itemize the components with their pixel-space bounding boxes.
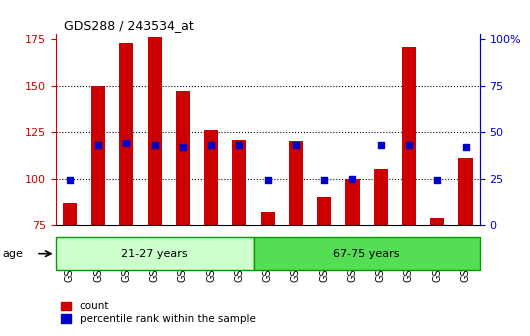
- Point: [405, 142, 413, 148]
- Text: GDS288 / 243534_at: GDS288 / 243534_at: [64, 19, 194, 33]
- Point: [320, 178, 329, 183]
- Point: [122, 141, 130, 146]
- Bar: [402, 47, 416, 225]
- Point: [94, 142, 102, 148]
- Text: 67-75 years: 67-75 years: [333, 249, 400, 259]
- Point: [461, 144, 470, 150]
- Bar: [56, 237, 253, 270]
- Legend: count, percentile rank within the sample: count, percentile rank within the sample: [61, 301, 255, 324]
- Bar: [289, 141, 303, 225]
- Point: [348, 176, 357, 181]
- Bar: [204, 130, 218, 225]
- Text: age: age: [3, 249, 23, 259]
- Bar: [91, 86, 105, 225]
- Point: [66, 178, 74, 183]
- Bar: [261, 212, 275, 225]
- Bar: [176, 91, 190, 225]
- Point: [292, 142, 300, 148]
- Bar: [147, 37, 162, 225]
- Bar: [317, 197, 331, 225]
- Bar: [119, 43, 134, 225]
- Bar: [232, 139, 246, 225]
- Point: [235, 142, 244, 148]
- Point: [376, 142, 385, 148]
- Point: [179, 144, 187, 150]
- Bar: [346, 179, 359, 225]
- Bar: [458, 158, 473, 225]
- Point: [151, 142, 159, 148]
- Text: 21-27 years: 21-27 years: [121, 249, 188, 259]
- Point: [433, 178, 441, 183]
- Point: [207, 142, 215, 148]
- Bar: [374, 169, 388, 225]
- Bar: [63, 203, 77, 225]
- Bar: [430, 218, 444, 225]
- Bar: [253, 237, 480, 270]
- Point: [263, 178, 272, 183]
